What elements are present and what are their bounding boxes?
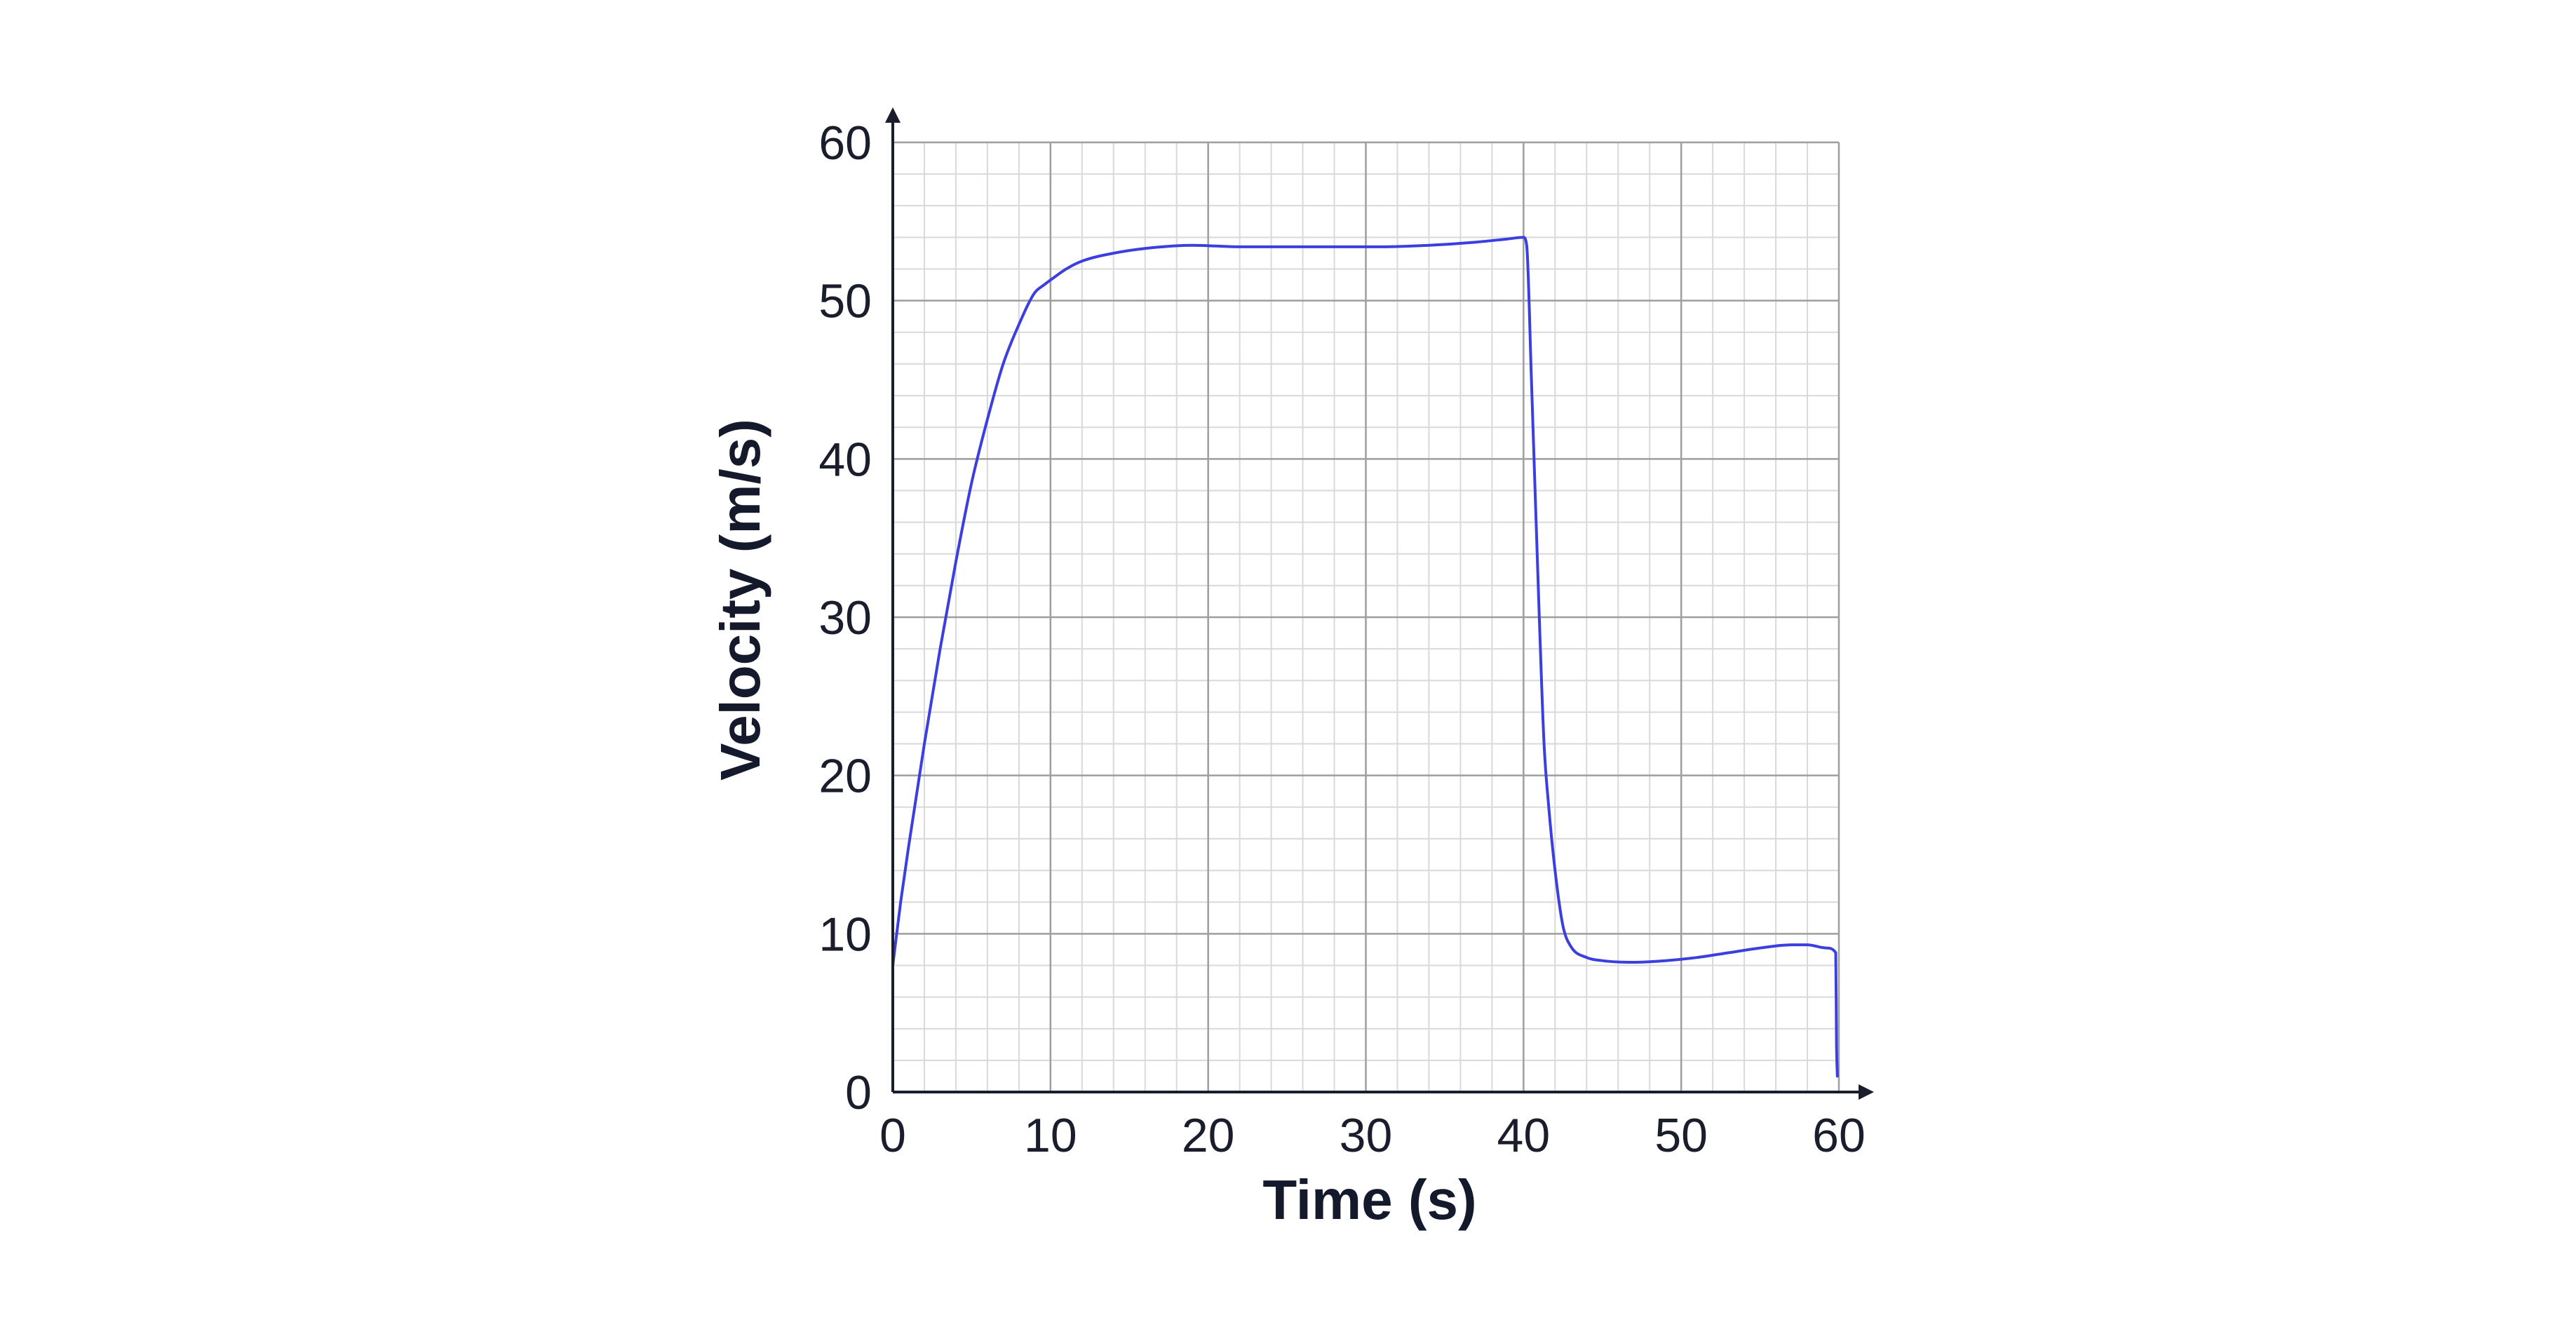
y-tick-label: 0: [845, 1066, 872, 1119]
x-tick-label: 60: [1812, 1109, 1866, 1162]
x-tick-label: 0: [879, 1109, 906, 1162]
x-axis-label: Time (s): [1262, 1168, 1476, 1231]
x-tick-label: 30: [1340, 1109, 1393, 1162]
x-tick-label: 50: [1654, 1109, 1708, 1162]
y-axis-arrow-icon: [885, 107, 901, 123]
y-tick-label: 40: [818, 433, 872, 486]
x-tick-label: 10: [1024, 1109, 1077, 1162]
y-tick-label: 10: [818, 908, 872, 961]
series-layer: [891, 236, 1839, 1078]
x-tick-label: 20: [1182, 1109, 1235, 1162]
plot-area: [885, 107, 1874, 1100]
grid-major: [891, 141, 1840, 1093]
y-axis-label: Velocity (m/s): [709, 419, 771, 781]
series-line-0: [891, 236, 1839, 1078]
y-tick-label: 20: [818, 750, 872, 803]
x-tick-labels: 0 10 20 30 40 50 60: [879, 1109, 1866, 1162]
y-tick-labels: 0 10 20 30 40 50 60: [818, 116, 872, 1119]
x-axis-arrow-icon: [1859, 1084, 1874, 1100]
y-tick-label: 60: [818, 116, 872, 170]
y-tick-label: 30: [818, 591, 872, 645]
x-tick-label: 40: [1497, 1109, 1551, 1162]
axes: [885, 107, 1874, 1100]
y-tick-label: 50: [818, 275, 872, 328]
